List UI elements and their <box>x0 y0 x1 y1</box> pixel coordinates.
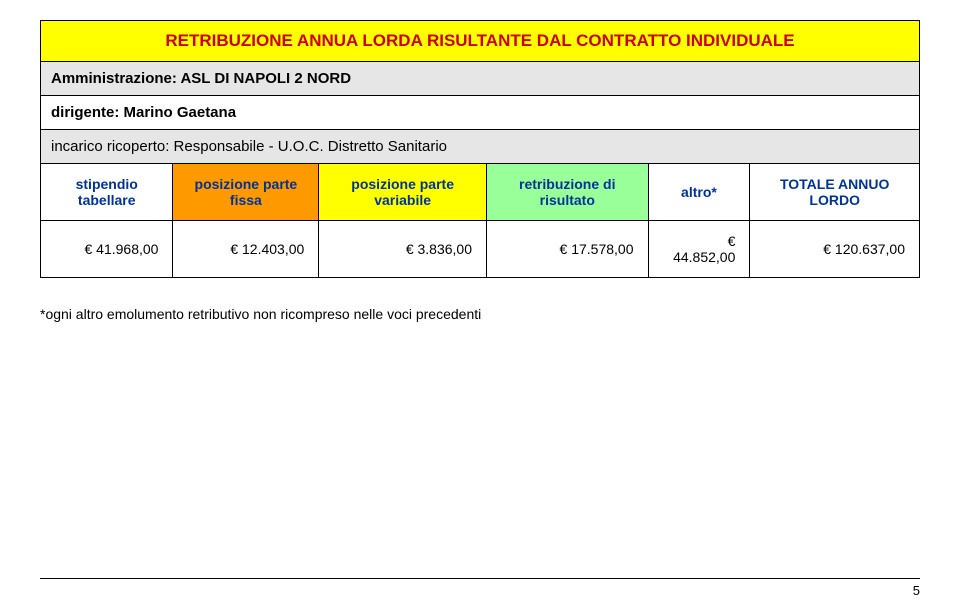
col-pos-fissa: posizione parte fissa <box>173 164 319 221</box>
footnote: *ogni altro emolumento retributivo non r… <box>40 306 920 322</box>
page-footer: 5 <box>40 578 920 598</box>
val-pos-fissa: € 12.403,00 <box>173 221 319 278</box>
dirigente-row: dirigente: Marino Gaetana <box>41 96 920 130</box>
table-title: RETRIBUZIONE ANNUA LORDA RISULTANTE DAL … <box>41 21 920 62</box>
val-totale: € 120.637,00 <box>750 221 920 278</box>
retribuzione-table: RETRIBUZIONE ANNUA LORDA RISULTANTE DAL … <box>40 20 920 278</box>
col-retribuzione: retribuzione di risultato <box>487 164 649 221</box>
page-number: 5 <box>913 583 920 598</box>
table-row: € 41.968,00 € 12.403,00 € 3.836,00 € 17.… <box>41 221 920 278</box>
amministrazione-row: Amministrazione: ASL DI NAPOLI 2 NORD <box>41 62 920 96</box>
column-headers: stipendio tabellare posizione parte fiss… <box>41 164 920 221</box>
col-pos-variabile: posizione parte variabile <box>319 164 487 221</box>
val-retribuzione: € 17.578,00 <box>487 221 649 278</box>
incarico-row: incarico ricoperto: Responsabile - U.O.C… <box>41 130 920 164</box>
col-stipendio: stipendio tabellare <box>41 164 173 221</box>
val-pos-variabile: € 3.836,00 <box>319 221 487 278</box>
val-altro: € 44.852,00 <box>648 221 750 278</box>
val-stipendio: € 41.968,00 <box>41 221 173 278</box>
col-altro: altro* <box>648 164 750 221</box>
col-totale: TOTALE ANNUO LORDO <box>750 164 920 221</box>
